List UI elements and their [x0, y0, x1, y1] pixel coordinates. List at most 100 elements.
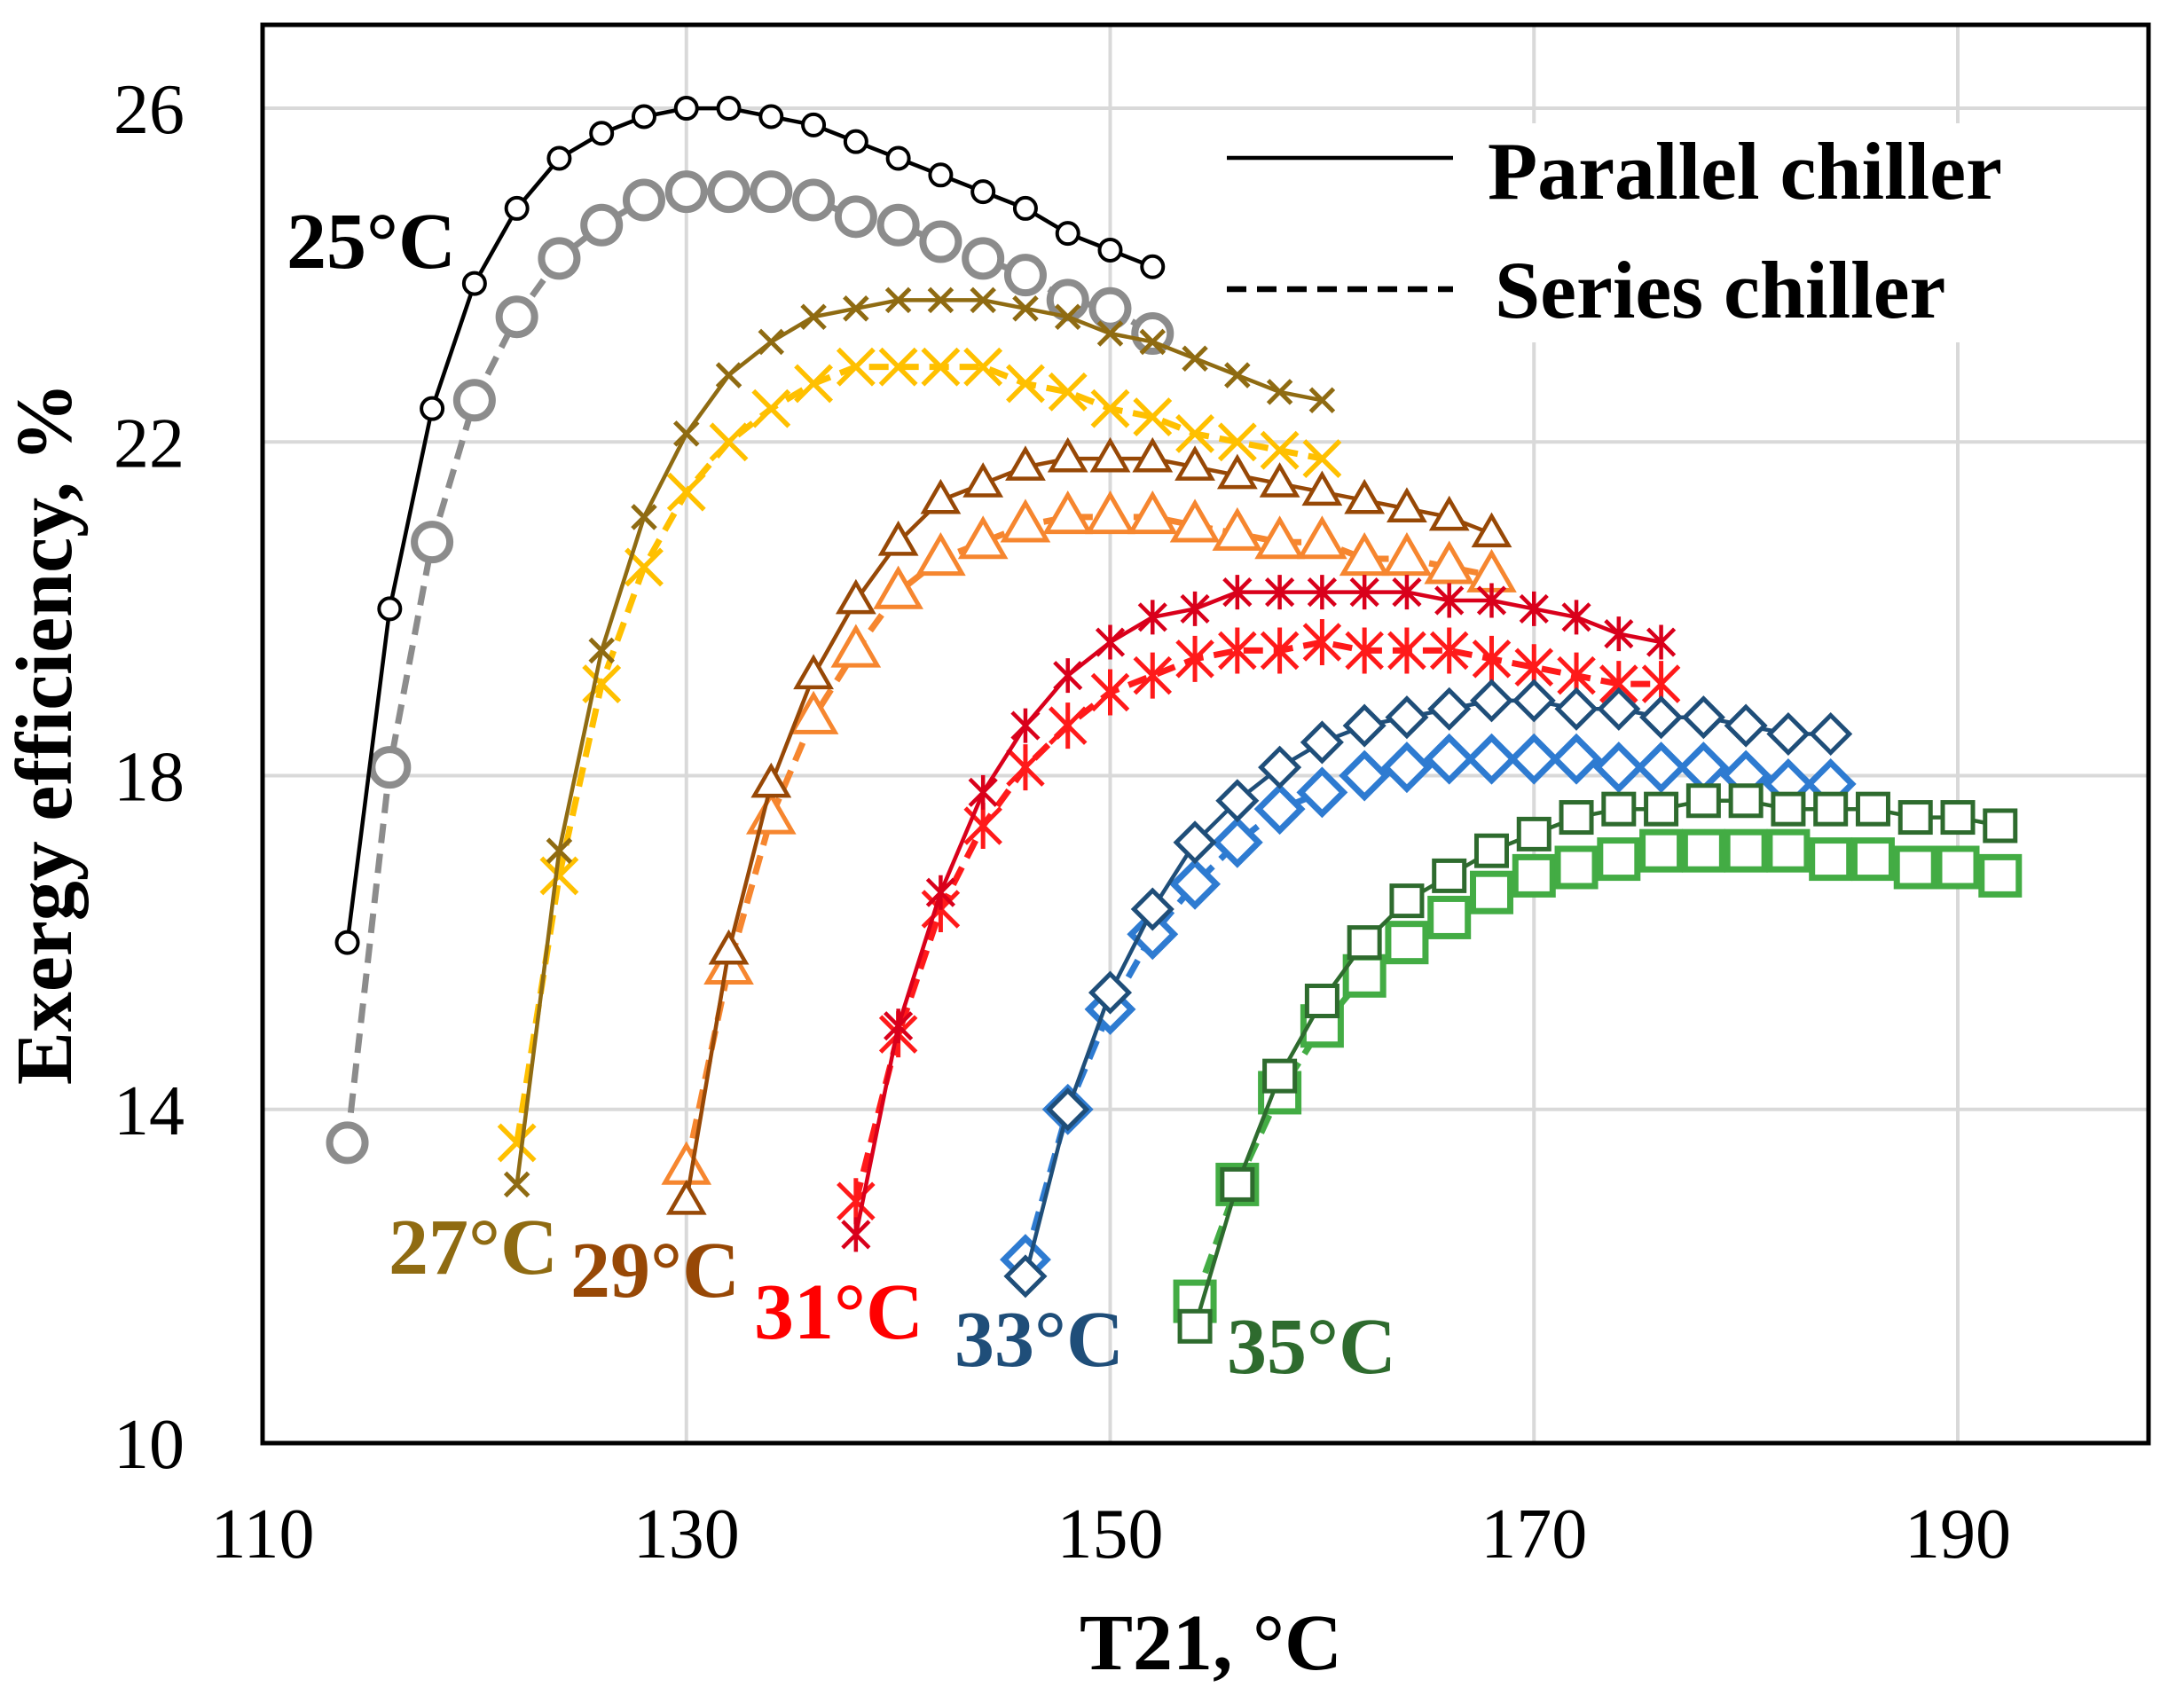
series-point-35c: [1469, 870, 1513, 914]
tick-labels: 110 130 150 170 190 10 14 18 22 26: [114, 71, 2011, 1573]
parallel-point-25c: [970, 179, 996, 205]
series-point-29c: [1254, 515, 1305, 560]
series-point-35c: [1936, 845, 1980, 890]
series-point-29c: [1339, 532, 1390, 577]
parallel-point-31c: [884, 1008, 914, 1044]
parallel-line-27c: [515, 298, 1323, 1185]
parallel-point-25c: [843, 129, 868, 154]
series-point-27c: [539, 856, 579, 896]
parallel-point-35c: [1347, 925, 1382, 961]
data-curves: [326, 96, 2023, 1344]
series-point-35c: [1554, 845, 1599, 890]
series-point-25c: [664, 170, 708, 214]
series-point-35c: [1766, 828, 1811, 873]
series-point-27c: [836, 347, 876, 387]
series-point-35c: [1512, 853, 1556, 898]
series-point-27c: [709, 422, 749, 462]
series-point-27c: [582, 664, 622, 704]
series-point-35c: [1893, 845, 1937, 890]
series-point-29c: [1212, 506, 1263, 551]
series-point-29c: [873, 565, 923, 609]
parallel-point-31c: [1519, 591, 1549, 626]
series-point-27c: [921, 347, 961, 387]
series-point-27c: [751, 388, 791, 428]
series-point-25c: [707, 170, 750, 214]
parallel-point-33c: [1215, 779, 1260, 823]
legend: Parallel chiller Series chiller: [1206, 123, 2031, 342]
parallel-point-27c: [843, 295, 869, 322]
x-tick-label: 110: [210, 1495, 314, 1573]
series-point-31c: [1133, 652, 1173, 699]
parallel-point-25c: [801, 112, 827, 137]
parallel-point-33c: [1385, 695, 1429, 740]
parallel-point-33c: [1173, 820, 1217, 865]
parallel-point-33c: [1258, 745, 1302, 789]
parallel-point-31c: [1434, 583, 1465, 618]
series-point-35c: [1724, 828, 1768, 873]
parallel-point-33c: [1427, 687, 1472, 731]
parallel-point-35c: [1644, 791, 1679, 827]
parallel-point-29c: [793, 654, 834, 690]
x-axis-title: T21, °C: [1080, 1599, 1342, 1687]
series-point-31c: [963, 802, 1002, 849]
parallel-point-25c: [589, 121, 615, 146]
parallel-point-27c: [1139, 328, 1167, 356]
parallel-point-31c: [1095, 624, 1126, 660]
parallel-point-31c: [968, 774, 998, 810]
parallel-point-27c: [503, 1171, 530, 1198]
series-point-25c: [452, 379, 496, 422]
series-point-27c: [1302, 439, 1342, 479]
series-point-25c: [834, 195, 877, 239]
parallel-point-31c: [1053, 658, 1083, 694]
parallel-point-31c: [1604, 616, 1634, 652]
parallel-point-25c: [673, 96, 699, 122]
parallel-point-35c: [1813, 791, 1849, 827]
parallel-point-27c: [631, 504, 657, 530]
legend-label-parallel: Parallel chiller: [1488, 126, 2002, 216]
series-point-29c: [788, 690, 839, 734]
series-point-25c: [1088, 286, 1132, 330]
series-point-29c: [957, 515, 1009, 560]
parallel-point-33c: [1681, 695, 1725, 740]
series-point-29c: [1085, 490, 1135, 535]
parallel-point-33c: [1809, 711, 1853, 757]
parallel-point-35c: [1601, 791, 1637, 827]
parallel-point-29c: [920, 478, 962, 514]
parallel-point-25c: [377, 596, 403, 622]
parallel-point-27c: [1182, 345, 1208, 373]
series-point-35c: [1850, 837, 1895, 882]
series-point-33c: [1127, 908, 1179, 961]
parallel-point-35c: [1559, 800, 1594, 836]
series-point-25c: [326, 1121, 369, 1165]
series-point-33c: [1380, 742, 1433, 794]
series-point-27c: [794, 364, 834, 404]
parallel-point-25c: [758, 104, 784, 129]
parallel-point-31c: [925, 875, 955, 910]
series-point-33c: [1592, 742, 1645, 794]
series-point-31c: [1345, 627, 1384, 674]
series-point-25c: [962, 237, 1005, 280]
parallel-point-29c: [1387, 487, 1427, 522]
series-point-33c: [1508, 733, 1560, 785]
parallel-point-35c: [1389, 883, 1425, 919]
curve-label-29c: 29°C: [570, 1227, 740, 1314]
plot-frame: [260, 22, 2151, 1446]
y-tick-label: 18: [114, 739, 185, 817]
series-point-27c: [878, 347, 918, 387]
parallel-point-35c: [1855, 791, 1890, 827]
series-point-25c: [750, 170, 793, 214]
series-point-25c: [1131, 312, 1174, 356]
parallel-point-27c: [672, 420, 700, 447]
series-point-25c: [876, 203, 920, 247]
parallel-point-25c: [1055, 221, 1080, 247]
parallel-point-25c: [461, 271, 487, 296]
parallel-point-31c: [1561, 600, 1591, 635]
parallel-point-27c: [588, 637, 615, 664]
series-point-35c: [1681, 828, 1725, 873]
parallel-point-27c: [1096, 320, 1124, 347]
parallel-point-29c: [1301, 470, 1343, 506]
parallel-point-31c: [1392, 575, 1422, 610]
parallel-point-25c: [1140, 254, 1166, 279]
parallel-point-31c: [1180, 591, 1210, 626]
